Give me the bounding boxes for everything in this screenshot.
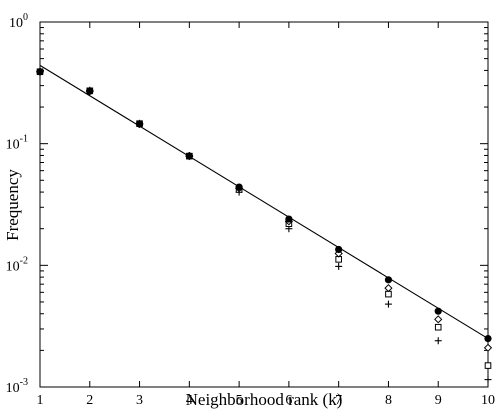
y-axis-title: Frequency [3, 169, 22, 241]
filled-circle-marker [384, 276, 393, 284]
filled-circle-marker [434, 307, 442, 315]
x-tick-label: 3 [136, 393, 143, 408]
x-tick-label: 7 [335, 393, 342, 408]
x-tick-label: 4 [186, 393, 193, 408]
x-tick-label: 1 [37, 393, 44, 408]
plus-marker [384, 300, 392, 308]
x-tick-label: 9 [435, 393, 442, 408]
square-marker [434, 323, 442, 331]
y-tick-label: 100 [9, 12, 28, 31]
plus-marker [434, 337, 442, 345]
filled-circle-marker [235, 183, 243, 191]
filled-circle-marker [484, 334, 492, 343]
filled-circle-marker [335, 245, 343, 254]
plus-marker [335, 262, 343, 270]
plus-marker [484, 376, 492, 384]
filled-circle-marker [185, 152, 193, 160]
x-tick-label: 2 [86, 393, 93, 408]
filled-circle-marker [285, 215, 293, 223]
y-tick-label: 10-2 [6, 255, 28, 274]
diamond-marker [434, 315, 443, 324]
x-tick-label: 6 [285, 393, 292, 408]
plot-frame [39, 21, 489, 388]
y-tick-label: 10-3 [6, 377, 28, 396]
x-tick-label: 10 [481, 393, 495, 408]
axis-ticks [39, 21, 489, 388]
filled-circle-marker [36, 68, 44, 76]
diamond-marker [384, 283, 393, 293]
diamond-marker [483, 343, 493, 352]
filled-circle-marker [86, 87, 94, 95]
fit-line [39, 64, 489, 340]
square-marker [484, 362, 492, 369]
y-tick-label: 10-1 [6, 134, 28, 153]
tick-labels: 1 2 3 4 5 6 7 8 9 10 100 10-1 10-2 10-3 [6, 12, 495, 408]
x-axis-title: Neighborhood rank (k) [186, 390, 343, 409]
x-tick-label: 5 [236, 393, 243, 408]
x-tick-label: 8 [385, 393, 392, 408]
filled-circle-marker [135, 120, 144, 128]
data-marks [35, 67, 493, 384]
